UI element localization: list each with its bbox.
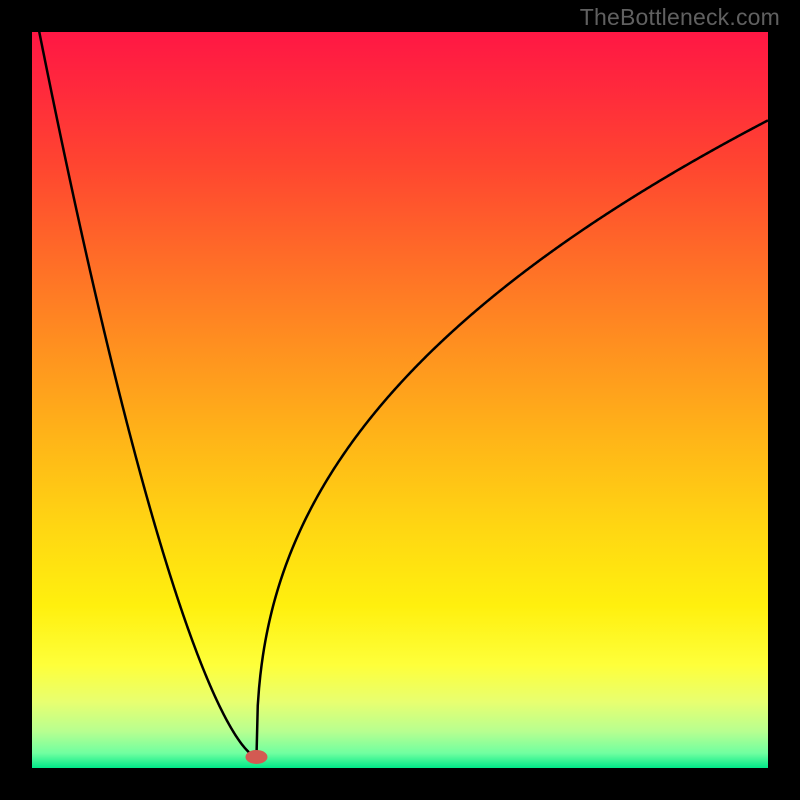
watermark-text: TheBottleneck.com: [580, 4, 780, 31]
bottleneck-chart: [0, 0, 800, 800]
plot-background-gradient: [32, 32, 768, 768]
vertex-marker: [245, 750, 267, 764]
